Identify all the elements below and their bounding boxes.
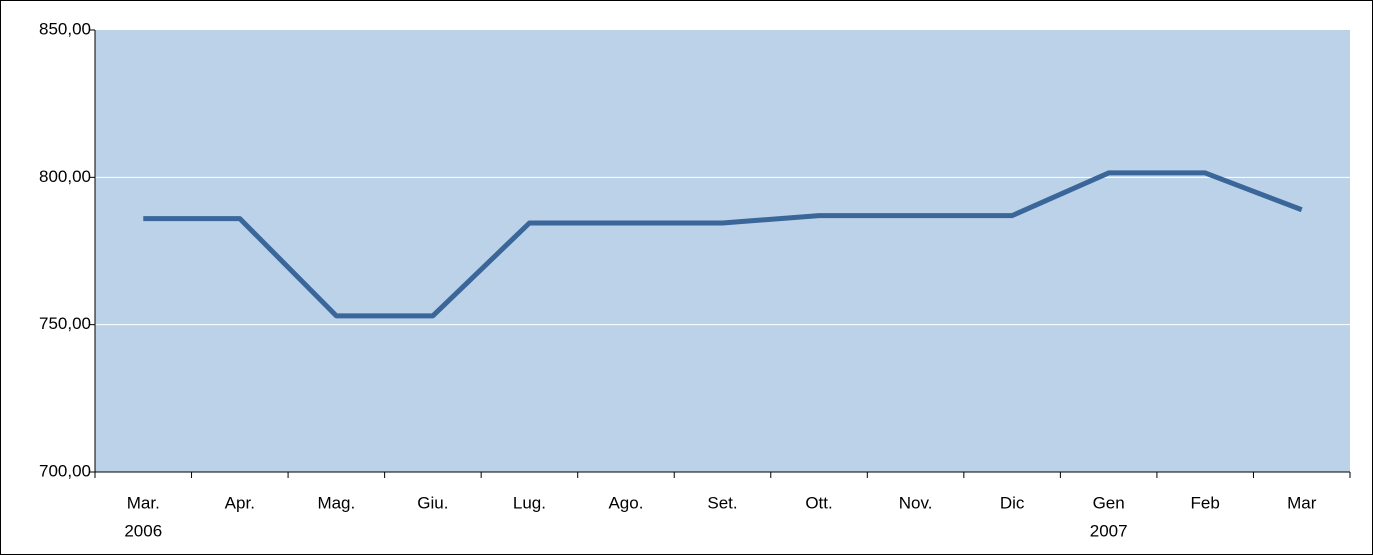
x-tick-label: Giu.: [417, 493, 448, 512]
x-year-label: 2007: [1090, 521, 1128, 540]
x-tick-label: Nov.: [899, 493, 933, 512]
x-tick-label: Lug.: [513, 493, 546, 512]
plot-area: [95, 30, 1350, 472]
x-tick-label: Mar: [1287, 493, 1317, 512]
x-tick-label: Ago.: [608, 493, 643, 512]
y-tick-label: 750,00: [39, 314, 91, 333]
x-tick-label: Apr.: [225, 493, 255, 512]
x-tick-label: Ott.: [805, 493, 832, 512]
x-year-label: 2006: [124, 521, 162, 540]
x-tick-label: Mag.: [317, 493, 355, 512]
x-tick-label: Dic: [1000, 493, 1025, 512]
x-tick-label: Feb: [1191, 493, 1220, 512]
x-tick-label: Gen: [1093, 493, 1125, 512]
x-tick-label: Set.: [707, 493, 737, 512]
x-tick-label: Mar.: [127, 493, 160, 512]
y-tick-label: 850,00: [39, 19, 91, 38]
y-tick-label: 700,00: [39, 461, 91, 480]
y-tick-label: 800,00: [39, 167, 91, 186]
data-line: [143, 170, 1303, 319]
